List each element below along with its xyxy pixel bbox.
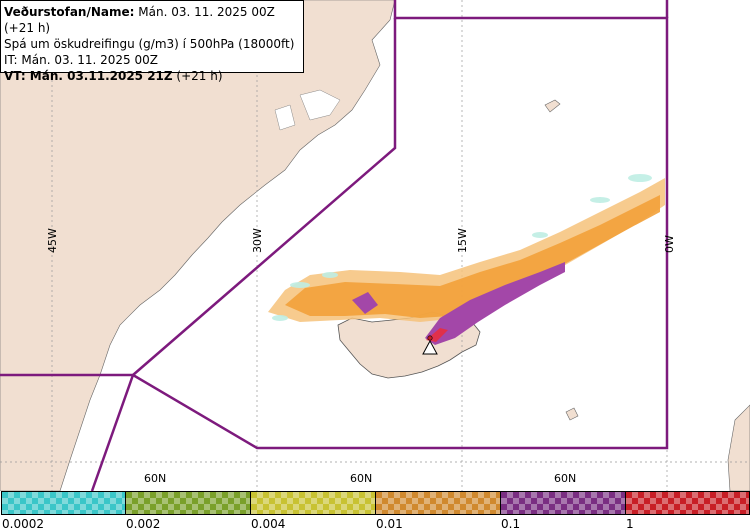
- info-line-vt: VT: Mán. 03.11.2025 21Z (+21 h): [4, 68, 300, 84]
- legend-tick-1: 0.0002: [2, 517, 44, 531]
- info-name-value: Mán. 03. 11. 2025 00Z (+21 h): [4, 5, 275, 35]
- forecast-info-box: Veðurstofan/Name: Mán. 03. 11. 2025 00Z …: [0, 0, 304, 83]
- info-line-name: Veðurstofan/Name: Mán. 03. 11. 2025 00Z …: [4, 4, 300, 36]
- legend-tick-3: 0.004: [251, 517, 286, 531]
- legend-swatch-6: [625, 491, 750, 515]
- scandinavia-edge: [727, 404, 750, 491]
- legend-swatch-1: [1, 491, 126, 515]
- faroe-islands: [565, 407, 579, 421]
- info-vt-label: VT: Mán. 03.11.2025 21Z: [4, 69, 173, 83]
- graticule: [0, 0, 750, 491]
- ash-plume-mid: [285, 195, 660, 318]
- fir-boundary: [0, 0, 669, 491]
- lat-label-2: 60N: [350, 472, 373, 485]
- map-canvas[interactable]: [0, 0, 750, 491]
- jan-mayen-island: [544, 99, 561, 113]
- info-name-label: Veðurstofan/Name:: [4, 5, 135, 19]
- ash-plume-fringe: [272, 174, 652, 321]
- lon-label-45w: 45W: [46, 228, 59, 253]
- ash-plume-high-west: [352, 292, 378, 314]
- info-vt-value: (+21 h): [172, 69, 223, 83]
- lon-label-15w: 15W: [456, 228, 469, 253]
- legend-tick-6: 1: [626, 517, 634, 531]
- lon-label-0w: 0W: [663, 235, 676, 253]
- color-legend: 0.0002 0.002 0.004 0.01 0.1 1: [0, 491, 750, 532]
- greenland-fjord-2: [274, 104, 296, 131]
- legend-swatch-4: [375, 491, 501, 515]
- greenland-landmass: [0, 0, 396, 491]
- info-line-forecast: Spá um öskudreifingu (g/m3) í 500hPa (18…: [4, 37, 295, 51]
- legend-tick-2: 0.002: [126, 517, 161, 531]
- lon-label-30w: 30W: [251, 228, 264, 253]
- legend-tick-5: 0.1: [501, 517, 521, 531]
- lat-label-3: 60N: [554, 472, 577, 485]
- volcano-icon[interactable]: [422, 335, 438, 355]
- legend-tick-4: 0.01: [376, 517, 403, 531]
- legend-swatch-5: [500, 491, 626, 515]
- ash-plume-high: [425, 262, 565, 345]
- legend-swatch-3: [250, 491, 376, 515]
- lat-label-1: 60N: [144, 472, 167, 485]
- legend-swatch-2: [125, 491, 251, 515]
- greenland-fjord: [299, 89, 341, 121]
- info-line-it: IT: Mán. 03. 11. 2025 00Z: [4, 53, 158, 67]
